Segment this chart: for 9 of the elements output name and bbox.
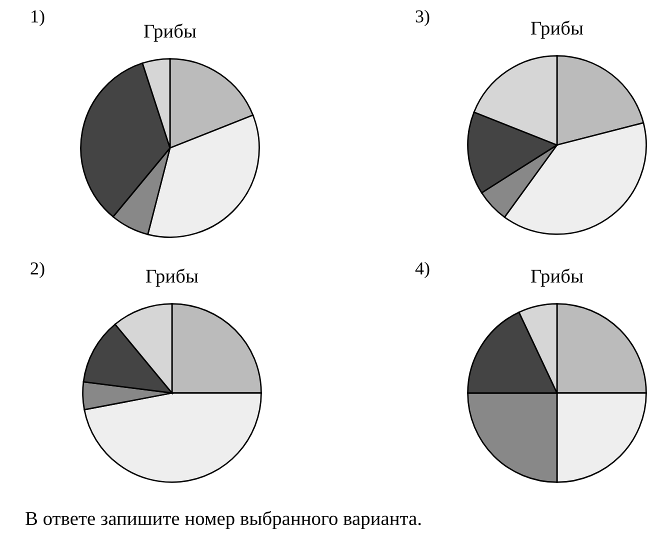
text: 4) [415,262,430,278]
chart-title: Грибы [146,268,198,287]
text: В ответе запишите номер выбранного варианта. [26,510,421,530]
chart-title: Грибы [144,24,196,42]
chart-title: Грибы [531,20,584,39]
text: 2) [30,262,44,278]
text: 3) [416,10,430,26]
text: 1) [32,10,44,26]
chart-title: Грибы [531,268,584,287]
